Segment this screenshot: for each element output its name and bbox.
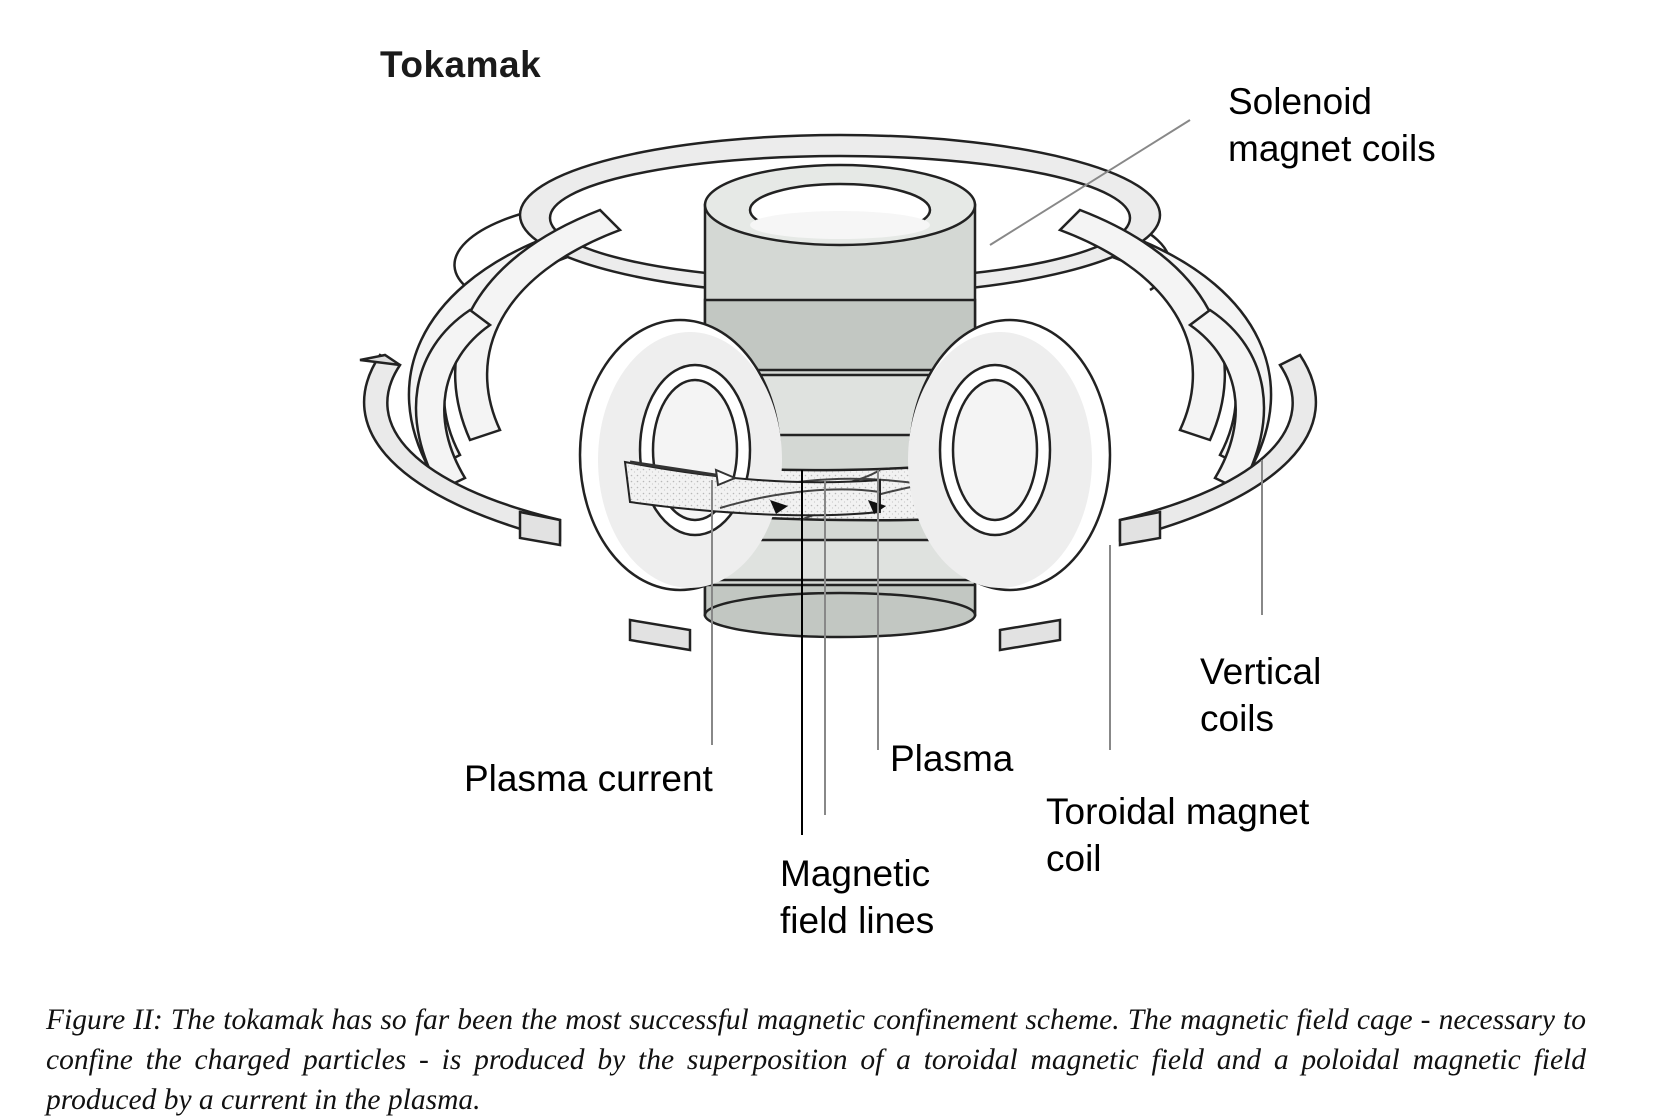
right-coil-ribs <box>1057 208 1273 492</box>
left-coil-ribs <box>407 208 623 492</box>
figure-caption: Figure II: The tokamak has so far been t… <box>46 1004 1586 1116</box>
label-solenoid-magnet-coils: Solenoid magnet coils <box>1228 81 1436 169</box>
front-coil-left <box>578 318 782 592</box>
label-vertical-coils: Vertical coils <box>1200 651 1322 739</box>
label-magnetic-field-lines: Magnetic field lines <box>780 853 935 941</box>
label-toroidal-magnet-coil: Toroidal magnet coil <box>1046 791 1310 879</box>
vertical-coil-feet <box>518 510 1162 652</box>
leader-lines <box>711 119 1263 815</box>
plasma-front-segment <box>623 460 886 517</box>
front-coil-right <box>908 318 1112 592</box>
diagram-title: Tokamak <box>380 44 542 85</box>
label-plasma: Plasma <box>890 738 1014 779</box>
label-plasma-current: Plasma current <box>464 758 713 799</box>
